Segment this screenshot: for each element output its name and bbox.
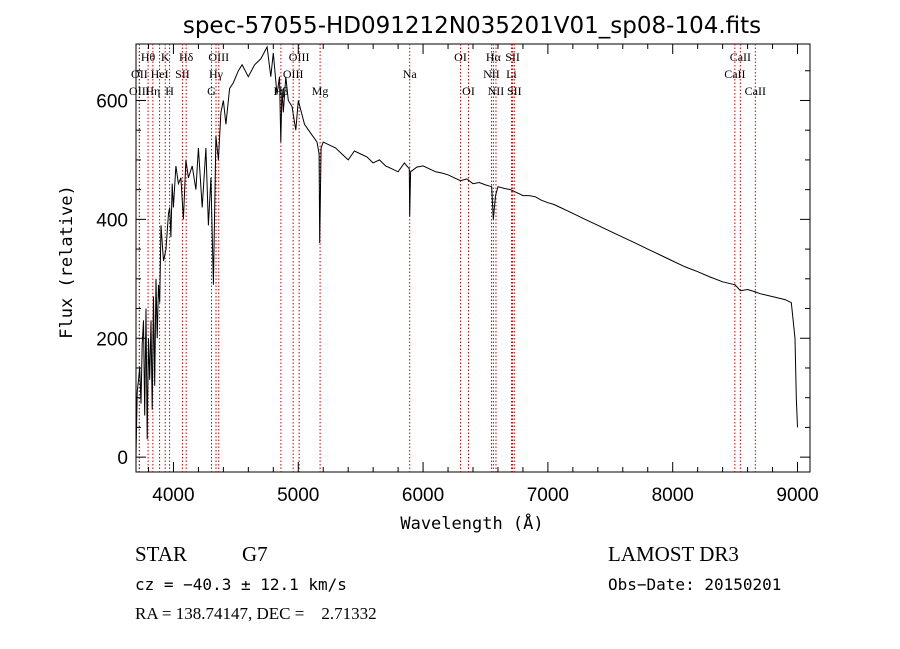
survey-label: LAMOST DR3 (608, 542, 739, 566)
line-marker-label: Hη (145, 84, 160, 98)
x-axis-label: Wavelength (Å) (400, 512, 543, 534)
line-marker-label: OII (131, 67, 148, 81)
spectral-line-markers (138, 44, 756, 472)
subclass-label: G7 (242, 542, 268, 566)
x-tick-label: 9000 (776, 485, 818, 506)
spectrum-series-line (135, 45, 798, 458)
y-tick-label: 200 (96, 329, 128, 350)
line-marker-label: Hδ (179, 50, 194, 64)
line-marker-label: CaII (745, 84, 766, 98)
y-tick-label: 400 (96, 210, 128, 231)
x-tick-label: 7000 (527, 485, 569, 506)
line-marker-label: OIII (283, 67, 304, 81)
line-marker-label: Mg (312, 84, 329, 98)
obs-date-text: Obs−Date: 20150201 (608, 575, 781, 594)
line-marker-label: Hβ (274, 84, 289, 98)
y-axis-label: Flux (relative) (57, 185, 77, 339)
line-marker-label: Li (506, 67, 517, 81)
line-marker-label: Hγ (209, 67, 224, 81)
line-marker-label: G (207, 84, 216, 98)
line-marker-label: SII (507, 84, 522, 98)
line-marker-label: OIII (129, 84, 150, 98)
x-tick-label: 5000 (277, 485, 319, 506)
line-marker-label: OIII (289, 50, 310, 64)
class-label: STAR (135, 542, 187, 566)
redshift-text: cz = −40.3 ± 12.1 km/s (135, 575, 347, 594)
x-tick-label: 4000 (152, 485, 194, 506)
axis-ticks: 4000 5000 6000 7000 8000 9000 0 200 400 600 (96, 44, 819, 506)
x-tick-label: 8000 (652, 485, 694, 506)
line-marker-label: CaII (730, 50, 751, 64)
line-marker-label: SII (175, 67, 190, 81)
line-marker-label: NII (488, 84, 505, 98)
line-marker-label: Na (403, 67, 418, 81)
line-marker-label: CaII (724, 67, 745, 81)
line-marker-label: NII (483, 67, 500, 81)
line-marker-label: Hθ (141, 50, 156, 64)
x-tick-label: 6000 (402, 485, 444, 506)
line-marker-label: H (165, 84, 174, 98)
chart-title: spec-57055-HD091212N035201V01_sp08-104.f… (183, 13, 761, 39)
line-marker-label: HeI (151, 67, 169, 81)
line-marker-label: Hα (486, 50, 502, 64)
line-marker-label: OI (462, 84, 475, 98)
radec-text: RA = 138.74147, DEC = 2.71332 (135, 604, 377, 623)
line-marker-label: OIII (208, 50, 229, 64)
plot-frame (135, 43, 811, 473)
y-tick-label: 0 (117, 448, 128, 469)
line-marker-label: SII (505, 50, 520, 64)
line-marker-label: K (161, 50, 170, 64)
y-tick-label: 600 (96, 91, 128, 112)
line-marker-label: OI (454, 50, 467, 64)
